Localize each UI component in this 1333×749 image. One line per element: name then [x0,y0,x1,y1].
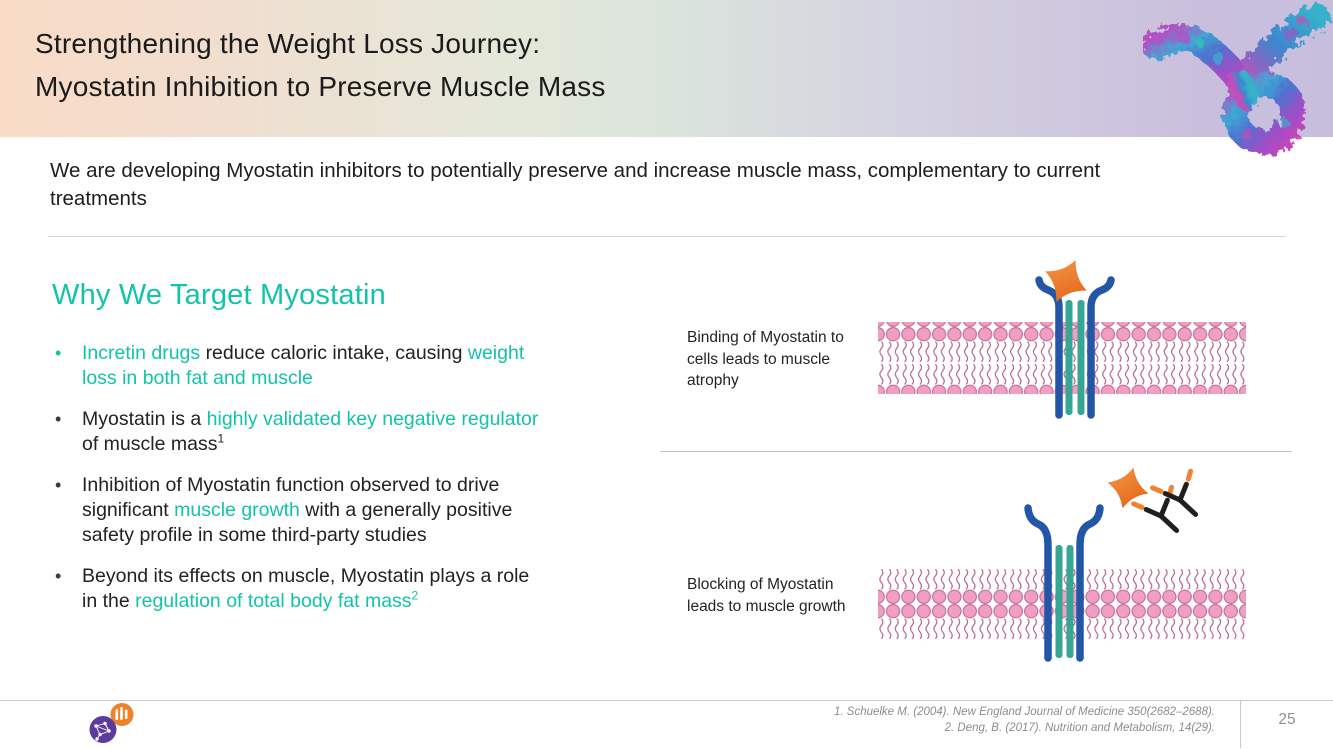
page-number: 25 [1278,711,1296,728]
bullet-item-3: • Inhibition of Myostatin function observ… [52,473,547,548]
bullet-segment: with a generally positive safety profile… [82,499,513,546]
bullet-segment: Beyond its effects on muscle, Myostatin … [82,565,530,612]
bullet-item-4: • Beyond its effects on muscle, Myostatin… [52,564,547,614]
page-title: Strengthening the Weight Loss Journey: M… [35,22,606,108]
footer-vertical-divider [1240,701,1241,748]
page-title-line1: Strengthening the Weight Loss Journey: [35,28,541,59]
reference-1: 1. Schuelke M. (2004). New England Journ… [833,706,1215,718]
logo-icon [89,703,134,743]
bullet-text: Myostatin is a highly validated key nega… [82,407,547,457]
bullet-marker: • [55,475,62,495]
bullet-text: Inhibition of Myostatin function observe… [82,473,547,548]
bullet-item-2: • Myostatin is a highly validated key neg… [52,407,547,457]
page-title-line2: Myostatin Inhibition to Preserve Muscle … [35,71,606,102]
receptor-icon [1035,276,1115,419]
bullet-segment: reduce caloric intake, causing [205,342,468,364]
divider [660,451,1292,452]
myostatin-star-icon [1045,260,1087,302]
diagram-caption-binding: Binding of Myostatin to cells leads to m… [687,329,844,389]
bullet-list: • Incretin drugs reduce caloric intake, c… [52,341,547,630]
intro-text: We are developing Myostatin inhibitors t… [50,159,1101,210]
footer-references: 1. Schuelke M. (2004). New England Journ… [615,705,1215,736]
section-heading: Why We Target Myostatin [52,279,386,311]
bullet-text: Incretin drugs reduce caloric intake, ca… [82,341,547,391]
bullet-segment: of muscle mass [82,433,218,455]
bullet-marker: • [55,409,62,429]
myostatin-star-icon [1107,467,1149,509]
bullet-item-1: • Incretin drugs reduce caloric intake, c… [52,341,547,391]
diagram-caption-blocking: Blocking of Myostatin leads to muscle gr… [687,576,846,615]
diagram-binding-myostatin [878,260,1246,419]
bullet-segment: weight loss in both fat and muscle [82,342,525,389]
bullet-text: Beyond its effects on muscle, Myostatin … [82,564,547,614]
diagram-blocking-myostatin [878,467,1246,662]
bullet-segment: Incretin drugs [82,342,206,364]
bullet-segment: 2 [411,588,419,603]
footer-divider [0,700,1333,701]
bullet-segment: 1 [217,431,225,446]
bullet-marker: • [55,343,62,363]
receptor-icon [1024,504,1104,662]
divider [48,236,1286,237]
bullet-segment: Inhibition of Myostatin function observe… [82,474,500,521]
antibody-icon [1150,468,1199,517]
bullet-segment: muscle growth [174,499,300,521]
bullet-marker: • [55,566,62,586]
bullet-segment: highly validated key negative regulator [206,408,539,430]
bullet-segment: Myostatin is a [82,408,207,430]
antibody-molecule-image [1143,3,1330,155]
bullet-segment: regulation of total body fat mass [135,590,412,612]
header-band [0,0,1333,137]
reference-2: 2. Deng, B. (2017). Nutrition and Metabo… [944,721,1215,734]
